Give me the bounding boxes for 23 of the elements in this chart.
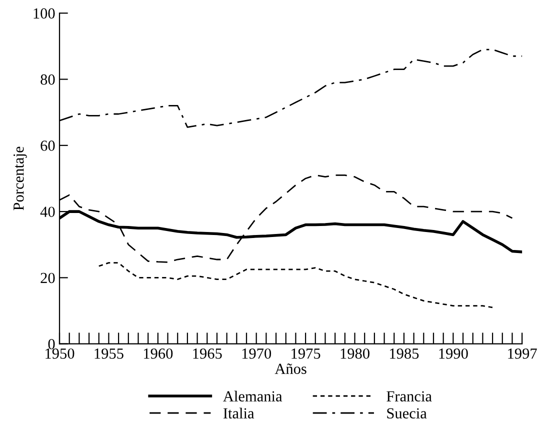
legend-label: Francia xyxy=(386,391,432,402)
x-tick-label: 1980 xyxy=(340,348,370,359)
x-tick-label: 1970 xyxy=(242,348,272,359)
x-tick-label: 1965 xyxy=(193,348,222,359)
y-tick-label: 60 xyxy=(40,140,55,151)
x-tick-label: 1950 xyxy=(46,348,74,359)
x-tick-label: 1960 xyxy=(144,348,173,359)
y-tick-label: 100 xyxy=(34,8,55,19)
y-tick-label: 40 xyxy=(40,206,55,218)
legend-label: Italia xyxy=(223,408,254,418)
x-tick-label: 1990 xyxy=(439,348,468,359)
y-tick-label: 20 xyxy=(40,272,55,284)
x-tick-label: 1955 xyxy=(94,348,124,359)
legend-label: Alemania xyxy=(223,390,282,402)
y-axis-title: Porcentaje xyxy=(14,146,27,210)
y-tick-label: 80 xyxy=(40,74,55,85)
line-series xyxy=(98,262,494,308)
y-tick-label: 0 xyxy=(48,338,55,350)
x-tick-label: 1985 xyxy=(390,348,419,359)
legend-label: Suecia xyxy=(387,408,427,418)
x-axis-title: Años xyxy=(274,364,306,374)
x-tick-label: 1975 xyxy=(292,348,320,359)
x-tick-label: 1997 xyxy=(508,348,537,359)
